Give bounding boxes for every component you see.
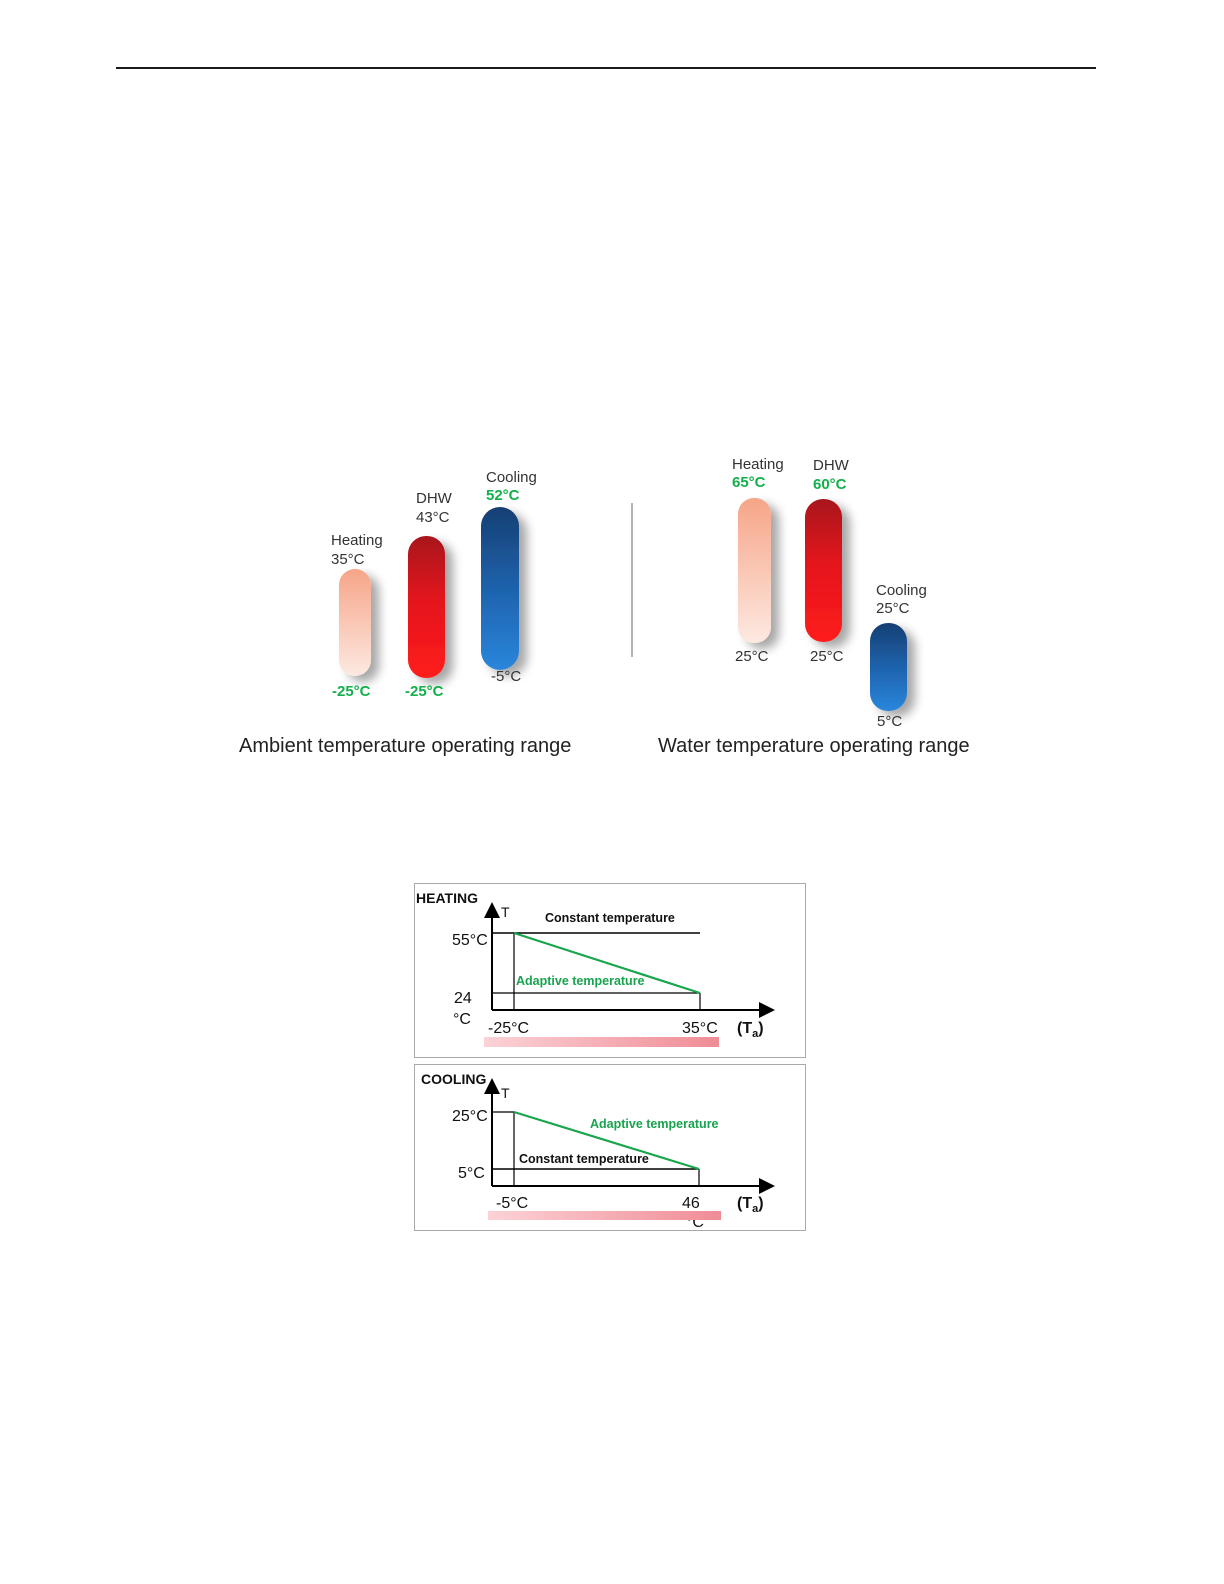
water-caption: Water temperature operating range [658, 735, 970, 757]
cooling-x-left: -5°C [496, 1195, 528, 1212]
ambient-heating-name: Heating [331, 532, 383, 549]
water-heating-max: 65°C [732, 474, 766, 491]
cooling-adaptive-line [513, 1110, 700, 1171]
ambient-cooling-min: -5°C [491, 668, 521, 685]
water-heating-name: Heating [732, 456, 784, 473]
ambient-caption: Ambient temperature operating range [239, 735, 571, 757]
cooling-y-low: 5°C [458, 1165, 485, 1182]
ambient-cooling-bar [481, 507, 519, 670]
ambient-dhw-min: -25°C [405, 683, 444, 700]
heating-adaptive-label: Adaptive temperature [516, 974, 645, 988]
cooling-chart-title: COOLING [421, 1071, 486, 1087]
cooling-x-unit: (Ta) [737, 1195, 764, 1215]
heating-range-bar [484, 1037, 719, 1047]
heating-chart-title: HEATING [416, 890, 478, 906]
ambient-cooling-name: Cooling [486, 469, 537, 486]
ambient-dhw-max: 43°C [416, 509, 450, 526]
water-dhw-max: 60°C [813, 476, 847, 493]
heating-y-high: 55°C [452, 932, 488, 949]
cooling-range-bar [488, 1211, 721, 1220]
water-heating-bar [738, 498, 771, 643]
water-cooling-name: Cooling [876, 582, 927, 599]
heating-x-unit: (Ta) [737, 1020, 764, 1040]
ambient-dhw-bar [408, 536, 445, 678]
operating-range-figure: Heating 35°C -25°C DHW 43°C -25°C Coolin… [239, 456, 970, 757]
cooling-chart-panel: COOLING T Adaptive temperature Constant … [414, 1064, 806, 1231]
header-rule [116, 67, 1096, 69]
heating-constant-label: Constant temperature [545, 911, 675, 925]
heating-chart: HEATING T Constant temperature Adaptive … [416, 890, 775, 1047]
ambient-dhw-name: DHW [416, 490, 453, 507]
cooling-constant-label: Constant temperature [519, 1152, 649, 1166]
ambient-cooling-max: 52°C [486, 487, 520, 504]
water-dhw-name: DHW [813, 457, 850, 474]
heating-y-low: 24 [454, 990, 472, 1007]
water-dhw-bar [805, 499, 842, 642]
water-cooling-max: 25°C [876, 600, 910, 617]
heating-adaptive-line [513, 931, 701, 995]
heating-x-right: 35°C [682, 1020, 718, 1037]
heating-chart-panel: HEATING T Constant temperature Adaptive … [414, 883, 806, 1058]
cooling-y-axis-label: T [501, 1085, 510, 1101]
heating-y-axis-label: T [501, 904, 510, 920]
heating-y-low-unit: °C [453, 1011, 471, 1028]
water-cooling-bar [870, 623, 907, 711]
cooling-x-right: 46 [682, 1195, 700, 1212]
ambient-heating-min: -25°C [332, 683, 371, 700]
ambient-heating-bar [339, 569, 371, 676]
cooling-chart: COOLING T Adaptive temperature Constant … [421, 1071, 775, 1230]
cooling-adaptive-label: Adaptive temperature [590, 1117, 719, 1131]
water-cooling-min: 5°C [877, 713, 902, 730]
ambient-heating-max: 35°C [331, 551, 365, 568]
water-dhw-min: 25°C [810, 648, 844, 665]
cooling-y-high: 25°C [452, 1108, 488, 1125]
heating-x-left: -25°C [488, 1020, 529, 1037]
water-heating-min: 25°C [735, 648, 769, 665]
